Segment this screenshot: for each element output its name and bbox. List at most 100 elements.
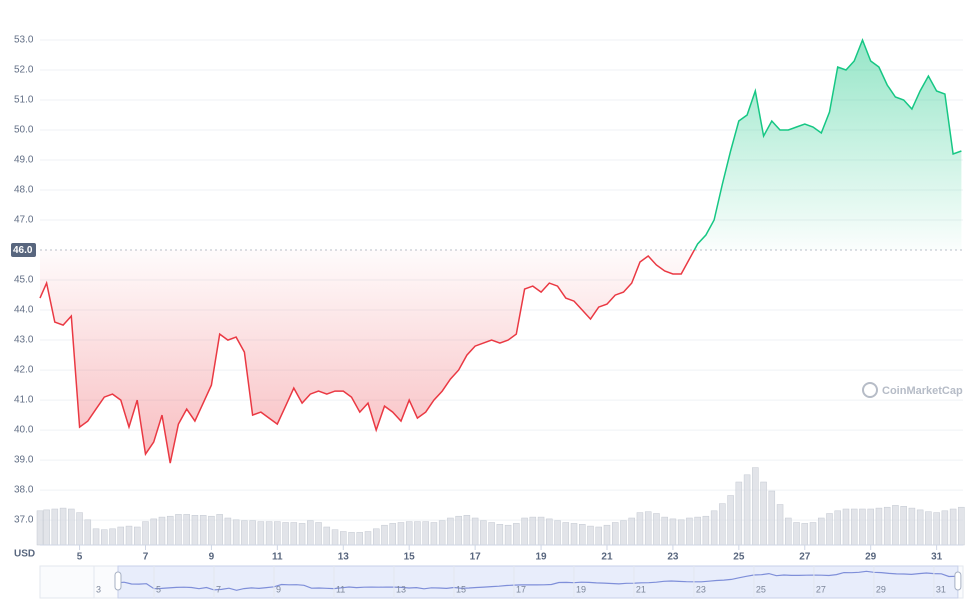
y-tick-label: 43.0 [14,335,34,346]
watermark: CoinMarketCap [882,385,963,397]
volume-bar [158,516,166,546]
volume-bar [628,517,635,546]
y-tick-label: 45.0 [14,275,34,286]
y-tick-label: 50.0 [14,125,34,136]
y-tick-label: 39.0 [14,455,34,466]
volume-bar [488,522,495,546]
volume-bar [883,506,891,546]
volume-bar [76,512,83,546]
area-down [40,250,962,464]
navigator-tick-label: 21 [636,584,646,594]
volume-bar [809,522,817,546]
volume-bar [743,474,751,546]
volume-bar [274,521,281,546]
volume-bar [644,511,652,546]
y-tick-label: 41.0 [14,395,34,406]
volume-bar [109,528,116,546]
volume-bar [710,510,718,546]
price-line-down [39,250,696,464]
x-tick-label: 27 [799,552,811,563]
volume-bar [36,510,44,546]
volume-bar [323,526,331,546]
volume-bar [183,514,190,546]
volume-bar [562,522,570,546]
y-tick-label: 49.0 [14,155,34,166]
volume-bar [68,508,75,546]
x-tick-label: 15 [404,552,416,563]
volume-bar [735,481,743,546]
x-tick-label: 21 [601,552,613,563]
baseline-label: 46.0 [13,245,33,256]
x-tick-label: 23 [667,552,679,563]
navigator-tick-label: 5 [156,584,161,594]
navigator-tick-label: 25 [756,584,766,594]
volume-bar [125,525,133,546]
navigator-line [117,570,957,591]
volume-bar [232,519,240,546]
volume-bar [59,507,67,546]
x-tick-label: 7 [143,552,149,563]
navigator-tick-label: 29 [876,584,886,594]
volume-bar [916,509,924,546]
price-line-up [693,37,962,251]
x-tick-label: 17 [470,552,482,563]
volume-bar [546,518,553,546]
navigator-tick-label: 23 [696,584,706,594]
navigator-tick-label: 27 [816,584,826,594]
volume-bar [199,515,207,546]
volume-bar [793,522,800,546]
volume-bar [249,520,256,546]
volume-bar [900,506,907,546]
x-tick-label: 19 [535,552,547,563]
volume-bar [389,523,396,546]
volume-bar [570,523,578,546]
navigator-tick-label: 3 [96,584,101,594]
volume-bar [101,529,108,546]
volume-bar [859,508,866,546]
volume-bar [241,520,248,546]
volume-bar [504,524,512,546]
volume-bar [422,521,429,546]
x-tick-label: 11 [272,552,283,563]
volume-bar [224,517,232,546]
volume-bar [554,520,561,546]
volume-bar [480,520,487,546]
y-tick-label: 40.0 [14,425,34,436]
volume-bar [397,522,405,546]
volume-bar [117,526,125,546]
navigator-tick-label: 19 [576,584,586,594]
volume-bar [941,510,949,546]
navigator-handle [114,571,122,591]
volume-bar [892,505,899,546]
volume-bar [216,514,223,546]
y-tick-label: 42.0 [14,365,34,376]
volume-bar [611,522,619,546]
volume-bar [430,522,438,546]
volume-bar [331,529,339,546]
x-tick-label: 25 [733,552,745,563]
volume-bar [447,517,454,546]
volume-bar [694,516,701,546]
volume-bar [414,521,421,546]
volume-bar [455,515,462,546]
volume-bar [949,508,957,546]
y-tick-label: 53.0 [14,35,34,46]
volume-bar [175,514,182,546]
volume-bar [776,504,784,546]
volume-bar [636,512,644,546]
volume-bar [677,519,685,546]
navigator-tick-label: 15 [456,584,466,594]
y-tick-label: 51.0 [14,95,34,106]
navigator-selection [117,565,959,599]
volume-bar [595,526,602,546]
y-tick-label: 44.0 [14,305,34,316]
x-tick-label: 13 [338,552,350,563]
volume-bar [826,513,833,546]
volume-bar [348,532,355,546]
y-tick-label: 47.0 [14,215,34,226]
volume-bar [191,515,199,546]
x-tick-label: 31 [931,552,943,563]
y-tick-label: 52.0 [14,65,34,76]
volume-bar [471,517,479,546]
volume-bar [133,526,141,546]
